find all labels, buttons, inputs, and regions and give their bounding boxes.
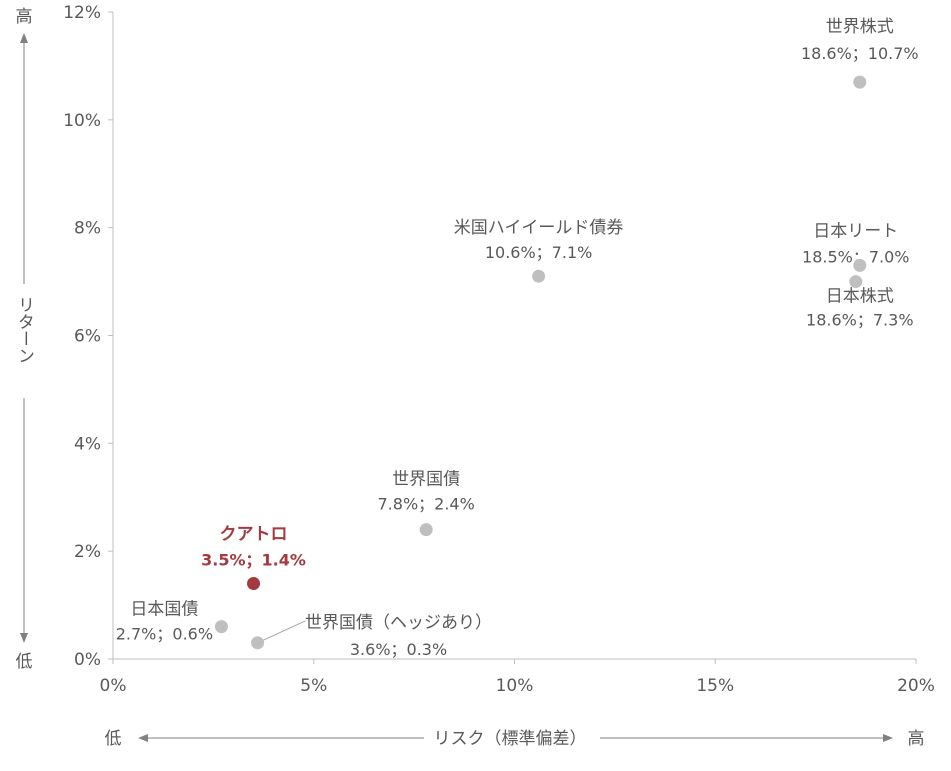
- data-point-name-label: 世界国債: [392, 470, 460, 490]
- x-axis-low-label: 低: [105, 729, 122, 749]
- leader-line: [257, 620, 306, 644]
- data-point-value-label: 10.6%；7.1%: [485, 243, 592, 262]
- data-point-group: 日本リート 18.5%；7.0%: [802, 222, 910, 289]
- data-point-group: 世界国債 7.8%；2.4%: [378, 470, 475, 537]
- y-tick-label: 12%: [63, 3, 101, 23]
- data-point-group: クアトロ 3.5%；1.4%: [201, 525, 306, 591]
- data-point-value-label: 3.5%；1.4%: [201, 551, 306, 570]
- y-axis-high-label: 高: [16, 7, 33, 27]
- data-point-name-label: クアトロ: [220, 525, 288, 545]
- data-point-name-label: 日本リート: [813, 222, 898, 242]
- data-point-name-label: 日本株式: [826, 286, 894, 306]
- data-point-name-label: 世界株式: [826, 17, 894, 37]
- y-tick-label: 8%: [74, 219, 101, 239]
- data-point: [214, 620, 228, 634]
- y-tick-label: 2%: [74, 542, 101, 562]
- x-tick-label: 15%: [696, 676, 734, 696]
- data-point: [532, 269, 546, 283]
- data-point-group: 米国ハイイールド債券 10.6%；7.1%: [454, 218, 624, 283]
- data-point: [853, 258, 867, 272]
- data-point: [853, 75, 867, 89]
- y-tick-label: 0%: [74, 650, 101, 670]
- data-point-name-label: 世界国債（ヘッジあり）: [305, 613, 492, 633]
- data-point: [419, 523, 433, 537]
- x-axis-right-arrow-icon: [883, 734, 893, 742]
- data-point-value-label: 3.6%；0.3%: [350, 640, 447, 659]
- y-tick-label: 4%: [74, 434, 101, 454]
- x-tick-label: 20%: [897, 676, 935, 696]
- y-axis-down-arrow-icon: [20, 633, 28, 643]
- data-point: [251, 636, 265, 650]
- y-axis-title: リターン: [14, 296, 34, 364]
- x-tick-label: 0%: [100, 676, 127, 696]
- points-layer: 世界株式 18.6%；10.7% 日本リート 18.5%；7.0% 日本株式 18.6%；…: [116, 17, 919, 659]
- y-tick-label: 6%: [74, 327, 101, 347]
- ticks-layer: 0% 2% 4% 6% 8% 10% 12% 0% 5% 10% 15% 20%: [63, 3, 935, 696]
- y-axis-up-arrow-icon: [20, 33, 28, 43]
- x-tick-label: 10%: [496, 676, 534, 696]
- data-point-value-label: 18.6%；7.3%: [806, 310, 913, 329]
- y-tick-label: 10%: [63, 111, 101, 131]
- data-point-name-label: 米国ハイイールド債券: [454, 218, 624, 238]
- data-point-value-label: 18.6%；10.7%: [801, 44, 919, 63]
- x-axis-title: リスク（標準偏差）: [434, 729, 587, 749]
- y-axis-low-label: 低: [16, 652, 33, 672]
- data-point-value-label: 7.8%；2.4%: [378, 495, 475, 514]
- data-point-value-label: 18.5%；7.0%: [802, 248, 909, 267]
- highlight-data-point: [247, 577, 261, 591]
- data-point-group: 世界株式 18.6%；10.7%: [801, 17, 919, 89]
- x-axis-indicator: 低 リスク（標準偏差） 高: [105, 729, 925, 749]
- data-point: [849, 275, 863, 289]
- x-axis-high-label: 高: [908, 729, 925, 749]
- data-point-group: 世界国債（ヘッジあり） 3.6%；0.3%: [251, 613, 492, 659]
- y-axis-indicator: 高 リターン 低: [14, 7, 34, 672]
- data-point-group: 日本国債 2.7%；0.6%: [116, 600, 228, 644]
- data-point-value-label: 2.7%；0.6%: [116, 625, 213, 644]
- data-point-name-label: 日本国債: [130, 600, 198, 620]
- x-axis-left-arrow-icon: [138, 734, 148, 742]
- data-point-group: 日本株式 18.6%；7.3%: [806, 258, 914, 329]
- x-tick-label: 5%: [300, 676, 327, 696]
